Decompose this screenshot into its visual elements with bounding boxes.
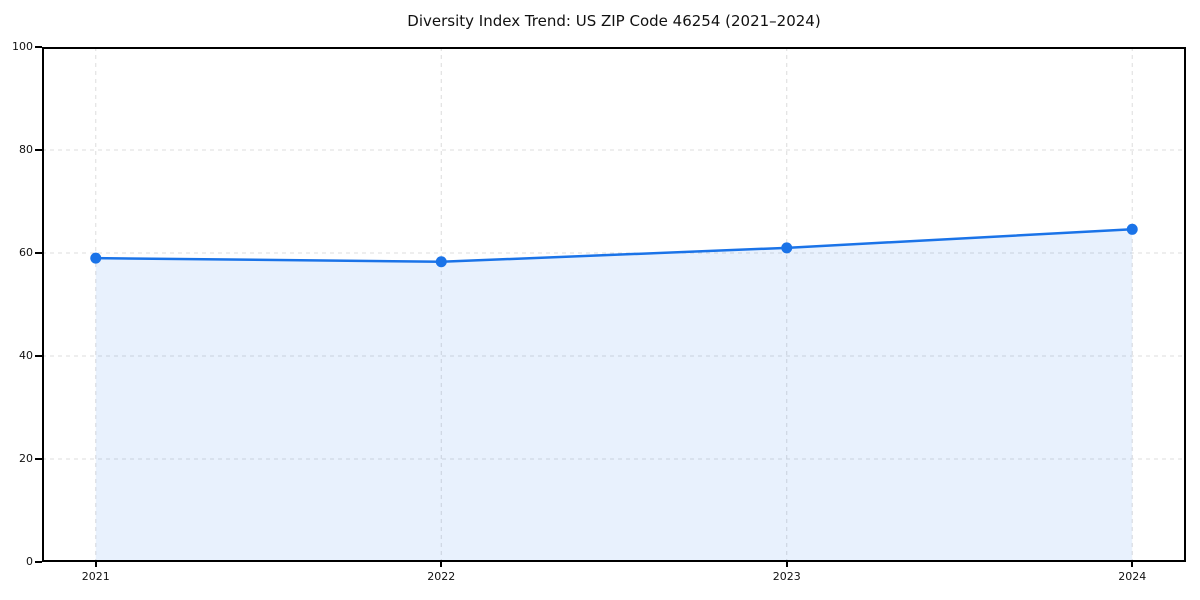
area-fill bbox=[95, 229, 1133, 562]
x-tick-label: 2024 bbox=[1118, 570, 1147, 583]
y-tick-label: 60 bbox=[19, 246, 33, 259]
y-tick-mark bbox=[35, 252, 42, 254]
y-tick-mark bbox=[35, 46, 42, 48]
data-point-marker bbox=[435, 256, 447, 268]
x-tick-mark bbox=[94, 562, 97, 567]
y-tick-label: 0 bbox=[26, 555, 33, 568]
x-axis: 2021 2022 2023 2024 bbox=[42, 562, 1186, 600]
y-tick-label: 40 bbox=[19, 349, 33, 362]
x-tick-mark bbox=[1131, 562, 1134, 567]
y-tick-label: 20 bbox=[19, 452, 33, 465]
x-tick-label: 2023 bbox=[772, 570, 801, 583]
trend-line bbox=[94, 228, 1134, 264]
axes-frame bbox=[42, 47, 1186, 562]
y-tick-mark bbox=[35, 458, 42, 460]
y-axis: 0 20 40 60 80 100 bbox=[0, 40, 42, 568]
y-tick-mark bbox=[35, 355, 42, 357]
x-tick-mark bbox=[440, 562, 443, 567]
x-tick-label: 2022 bbox=[427, 570, 456, 583]
data-point-marker bbox=[1126, 223, 1138, 235]
line-chart-canvas bbox=[42, 47, 1186, 562]
plot-area bbox=[42, 47, 1186, 562]
y-tick-label: 100 bbox=[12, 40, 33, 53]
x-tick-mark bbox=[785, 562, 788, 567]
y-tick-label: 80 bbox=[19, 143, 33, 156]
data-point-marker bbox=[90, 252, 102, 264]
x-tick-label: 2021 bbox=[81, 570, 110, 583]
data-point-marker bbox=[781, 242, 793, 254]
y-tick-mark bbox=[35, 149, 42, 151]
y-tick-mark bbox=[35, 561, 42, 563]
chart-title: Diversity Index Trend: US ZIP Code 46254… bbox=[407, 12, 821, 30]
